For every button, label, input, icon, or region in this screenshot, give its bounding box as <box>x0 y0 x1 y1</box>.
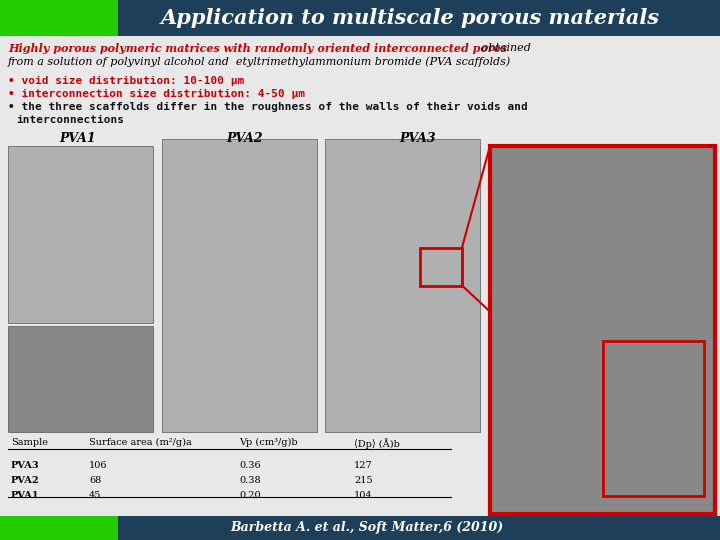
Text: • the three scaffolds differ in the roughness of the walls of their voids and: • the three scaffolds differ in the roug… <box>8 102 528 112</box>
Text: 127: 127 <box>354 461 373 470</box>
Text: PVA2: PVA2 <box>227 132 264 145</box>
Text: 0.36: 0.36 <box>239 461 261 470</box>
Bar <box>118 516 720 540</box>
Text: PVA3: PVA3 <box>400 132 436 145</box>
Text: from a solution of polyvinyl alcohol and  etyltrimethylammonium bromide (PVA sca: from a solution of polyvinyl alcohol and… <box>8 56 511 66</box>
Text: 104: 104 <box>354 491 373 500</box>
Text: 0.20: 0.20 <box>239 491 261 500</box>
Text: • interconnection size distribution: 4-50 μm: • interconnection size distribution: 4-5… <box>8 89 305 99</box>
Text: ⟨Dp⟩ (Å)b: ⟨Dp⟩ (Å)b <box>354 438 400 449</box>
Text: Application to multiscale porous materials: Application to multiscale porous materia… <box>161 8 660 28</box>
Bar <box>162 139 317 432</box>
Text: 215: 215 <box>354 476 373 485</box>
Text: Sample: Sample <box>11 438 48 447</box>
Text: interconnections: interconnections <box>16 115 124 125</box>
Bar <box>325 139 480 432</box>
Text: 0.38: 0.38 <box>239 476 261 485</box>
Text: Barbetta A. et al., Soft Matter,6 (2010): Barbetta A. et al., Soft Matter,6 (2010) <box>230 522 503 535</box>
Bar <box>8 146 153 323</box>
Bar <box>0 0 118 36</box>
Text: 45: 45 <box>89 491 102 500</box>
Text: PVA3: PVA3 <box>11 461 40 470</box>
Text: PVA1: PVA1 <box>60 132 96 145</box>
Bar <box>118 0 720 36</box>
Text: Highly porous polymeric matrices with randomly oriented interconnected pores: Highly porous polymeric matrices with ra… <box>8 43 507 54</box>
Text: Vp (cm³/g)b: Vp (cm³/g)b <box>239 438 297 447</box>
Bar <box>490 146 715 514</box>
Text: 106: 106 <box>89 461 107 470</box>
Text: PVA2: PVA2 <box>11 476 40 485</box>
Text: 68: 68 <box>89 476 102 485</box>
Bar <box>420 247 462 286</box>
Text: obtained: obtained <box>478 43 531 53</box>
Bar <box>603 341 703 496</box>
Bar <box>0 516 118 540</box>
Text: Surface area (m²/g)a: Surface area (m²/g)a <box>89 438 192 447</box>
Text: PVA1: PVA1 <box>11 491 40 500</box>
Bar <box>8 326 153 432</box>
Text: • void size distribution: 10-100 μm: • void size distribution: 10-100 μm <box>8 76 244 86</box>
